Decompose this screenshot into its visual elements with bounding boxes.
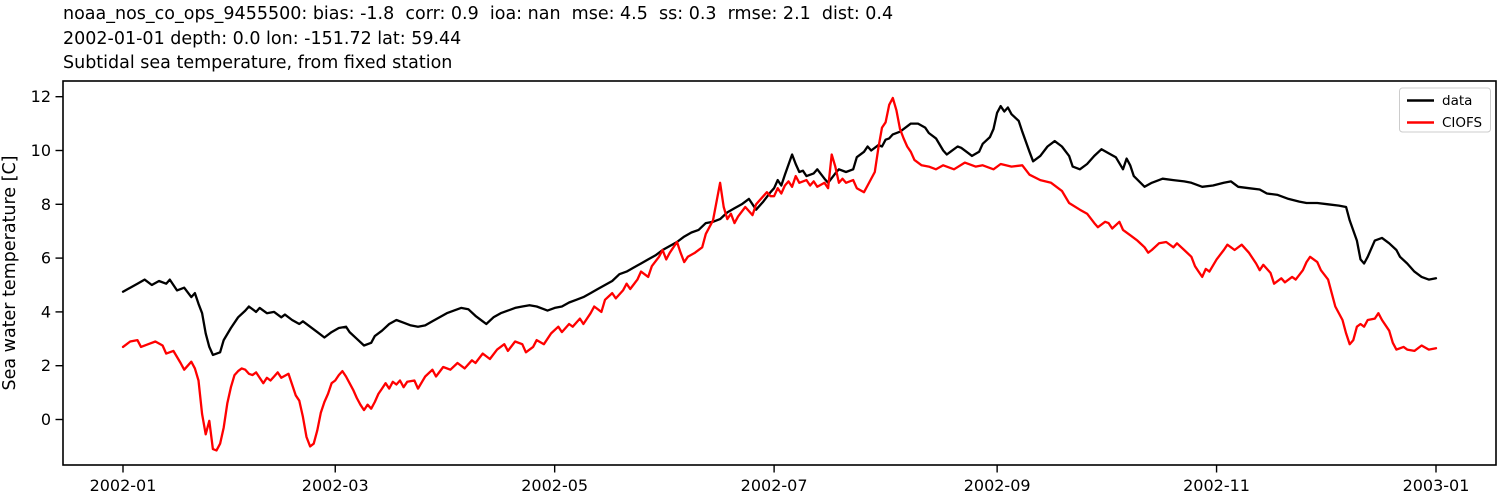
x-tick-label: 2003-01 (1403, 476, 1470, 495)
y-axis-ticks: 0 2 4 6 8 10 12 (31, 87, 63, 429)
plot-area (62, 80, 1497, 466)
ciofs-series-line (121, 96, 1438, 452)
chart-title-station-meta: 2002-01-01 depth: 0.0 lon: -151.72 lat: … (63, 28, 462, 49)
x-tick-label: 2002-05 (521, 476, 588, 495)
legend-label-data: data (1442, 93, 1472, 109)
title-block: noaa_nos_co_ops_9455500: bias: -1.8 corr… (63, 2, 893, 76)
y-tick-label: 12 (31, 87, 51, 106)
y-tick-label: 4 (41, 302, 51, 321)
legend-box (1399, 87, 1491, 133)
y-axis-label: Sea water temperature [C] (0, 155, 20, 390)
y-tick-label: 8 (41, 195, 51, 214)
y-tick-label: 2 (41, 356, 51, 375)
y-tick-label: 6 (41, 249, 51, 268)
chart-title-variable: Subtidal sea temperature, from fixed sta… (63, 53, 453, 73)
series-group (121, 96, 1438, 452)
y-tick-label: 0 (41, 410, 51, 429)
x-tick-label: 2002-09 (964, 476, 1031, 495)
legend-label-ciofs: CIOFS (1442, 115, 1482, 131)
x-tick-label: 2002-11 (1183, 476, 1250, 495)
chart-title-metrics: noaa_nos_co_ops_9455500: bias: -1.8 corr… (63, 4, 894, 24)
data-series-line (121, 104, 1438, 357)
x-tick-label: 2002-01 (90, 476, 157, 495)
x-tick-label: 2002-07 (741, 476, 808, 495)
y-tick-label: 10 (31, 141, 51, 160)
x-axis-ticks: 2002-01 2002-03 2002-05 2002-07 2002-09 2002-… (90, 465, 1470, 495)
x-tick-label: 2002-03 (302, 476, 369, 495)
legend[interactable]: data CIOFS (1399, 87, 1491, 133)
